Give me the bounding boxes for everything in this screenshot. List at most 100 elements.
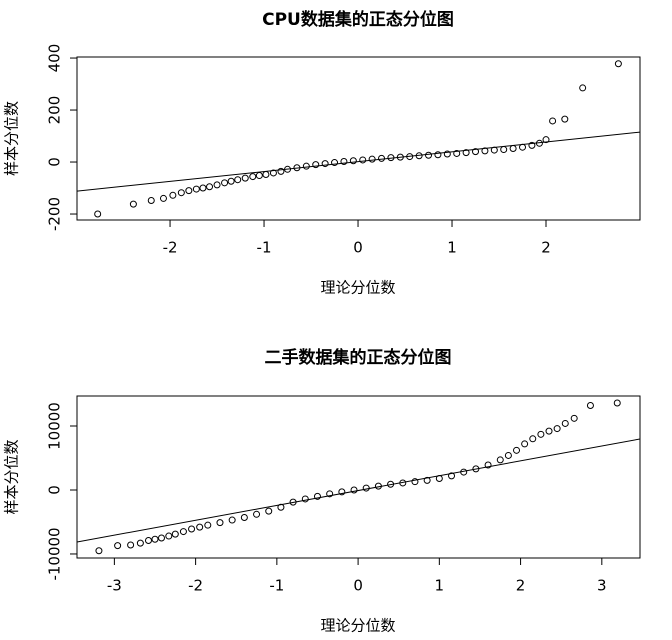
reference-line bbox=[77, 438, 640, 543]
point bbox=[241, 174, 249, 182]
point bbox=[221, 179, 229, 187]
point bbox=[129, 200, 137, 208]
point bbox=[321, 160, 329, 168]
plot-frame bbox=[76, 56, 641, 221]
point bbox=[472, 148, 480, 156]
x-tick-label: 2 bbox=[516, 577, 526, 595]
point bbox=[199, 184, 207, 192]
point bbox=[94, 210, 102, 218]
point bbox=[206, 183, 214, 191]
point bbox=[434, 151, 442, 159]
point bbox=[453, 149, 461, 157]
point bbox=[350, 486, 358, 494]
point bbox=[387, 154, 395, 162]
point bbox=[127, 541, 135, 549]
point bbox=[519, 143, 527, 151]
point bbox=[411, 478, 419, 486]
point bbox=[277, 167, 285, 175]
y-tick-label: 400 bbox=[46, 44, 64, 73]
point bbox=[586, 402, 594, 410]
point bbox=[545, 427, 553, 435]
point bbox=[157, 534, 165, 542]
y-axis-label: 样本分位数 bbox=[3, 439, 21, 514]
point bbox=[331, 159, 339, 167]
x-tick-label: 3 bbox=[597, 577, 607, 595]
point bbox=[462, 149, 470, 157]
x-axis-label: 理论分位数 bbox=[320, 279, 395, 297]
point bbox=[269, 169, 277, 177]
point bbox=[262, 171, 270, 179]
point bbox=[613, 399, 621, 407]
point bbox=[529, 435, 537, 443]
point bbox=[435, 474, 443, 482]
point bbox=[228, 516, 236, 524]
point bbox=[240, 514, 248, 521]
point bbox=[192, 185, 200, 193]
point bbox=[326, 490, 334, 498]
point bbox=[443, 150, 451, 158]
point bbox=[553, 425, 561, 433]
chart-title: CPU数据集的正态分位图 bbox=[262, 9, 454, 30]
x-tick-label: -2 bbox=[163, 239, 178, 257]
point bbox=[460, 468, 468, 476]
point bbox=[234, 176, 242, 184]
point bbox=[216, 519, 224, 527]
point bbox=[284, 165, 292, 173]
x-tick-label: -1 bbox=[269, 577, 284, 595]
point bbox=[151, 535, 159, 543]
x-tick-label: 2 bbox=[541, 239, 551, 257]
x-tick-label: 1 bbox=[447, 239, 457, 257]
point bbox=[338, 488, 346, 496]
plot-frame bbox=[76, 395, 641, 559]
point bbox=[144, 537, 152, 545]
x-tick-label: 0 bbox=[353, 239, 363, 257]
point bbox=[368, 155, 376, 163]
y-tick-label: 10000 bbox=[46, 402, 64, 450]
x-tick-label: -3 bbox=[107, 577, 122, 595]
point bbox=[95, 547, 103, 555]
point bbox=[171, 530, 179, 538]
y-tick-label: -10000 bbox=[46, 527, 64, 580]
x-tick-label: 0 bbox=[353, 577, 363, 595]
point bbox=[535, 139, 543, 147]
y-tick-label: -200 bbox=[46, 197, 64, 231]
point bbox=[277, 503, 285, 511]
y-tick-label: 0 bbox=[46, 157, 64, 167]
point bbox=[114, 542, 122, 550]
x-tick-label: -1 bbox=[257, 239, 272, 257]
point bbox=[293, 164, 301, 172]
point bbox=[312, 161, 320, 169]
point bbox=[387, 480, 395, 488]
point bbox=[374, 482, 382, 490]
point bbox=[490, 146, 498, 154]
x-tick-label: -2 bbox=[188, 577, 203, 595]
point bbox=[378, 154, 386, 162]
point bbox=[406, 153, 414, 161]
point bbox=[561, 419, 569, 427]
point bbox=[136, 539, 144, 547]
point bbox=[213, 181, 221, 189]
point bbox=[159, 194, 167, 202]
point bbox=[396, 153, 404, 161]
point bbox=[570, 414, 578, 422]
point bbox=[359, 156, 367, 164]
point bbox=[313, 492, 321, 500]
point bbox=[204, 521, 212, 529]
point bbox=[301, 495, 309, 503]
point bbox=[147, 197, 155, 205]
chart-title: 二手数据集的正态分位图 bbox=[265, 347, 452, 368]
point bbox=[188, 525, 196, 533]
point bbox=[521, 440, 529, 448]
point bbox=[509, 145, 517, 153]
point bbox=[302, 162, 310, 170]
point bbox=[614, 60, 622, 68]
point bbox=[362, 484, 370, 492]
y-tick-label: 200 bbox=[46, 96, 64, 125]
point bbox=[340, 158, 348, 166]
point bbox=[579, 84, 587, 92]
point bbox=[227, 177, 235, 185]
point bbox=[289, 498, 297, 506]
point bbox=[423, 476, 431, 484]
